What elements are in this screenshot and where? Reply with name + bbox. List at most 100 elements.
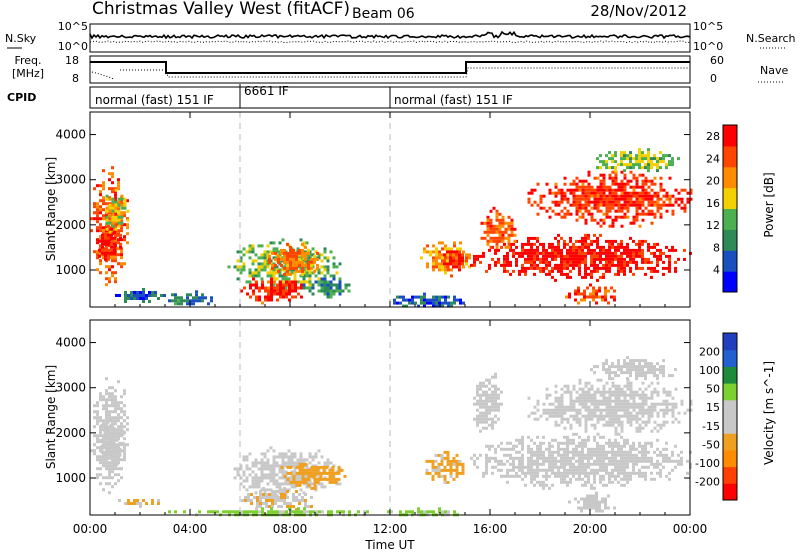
- heatmap-cell: [647, 209, 651, 213]
- heatmap-cell: [677, 203, 681, 207]
- heatmap-cell: [587, 396, 591, 400]
- heatmap-cell: [428, 471, 432, 475]
- heatmap-cell: [539, 197, 543, 201]
- heatmap-cell: [647, 396, 651, 400]
- heatmap-cell: [566, 209, 570, 213]
- freq-series: [90, 61, 690, 74]
- heatmap-cell: [335, 286, 339, 290]
- heatmap-cell: [662, 465, 665, 469]
- heatmap-cell: [123, 425, 126, 429]
- heatmap-cell: [423, 510, 426, 514]
- heatmap-cell: [440, 468, 444, 472]
- heatmap-cell: [118, 294, 121, 297]
- heatmap-cell: [629, 157, 632, 161]
- heatmap-cell: [99, 392, 102, 396]
- heatmap-cell: [602, 218, 606, 222]
- heatmap-cell: [583, 503, 586, 507]
- heatmap-cell: [328, 477, 332, 481]
- heatmap-cell: [518, 438, 521, 442]
- heatmap-cell: [486, 221, 490, 225]
- heatmap-cell: [566, 384, 570, 388]
- heatmap-cell: [449, 468, 453, 472]
- heatmap-cell: [647, 405, 651, 409]
- colorbar-swatch: [723, 433, 737, 451]
- heatmap-cell: [635, 176, 639, 180]
- heatmap-cell: [284, 470, 288, 474]
- heatmap-cell: [390, 510, 393, 514]
- heatmap-cell: [572, 384, 576, 388]
- heatmap-cell: [554, 203, 558, 207]
- heatmap-cell: [304, 254, 307, 258]
- heatmap-cell: [479, 411, 482, 415]
- heatmap-cell: [126, 218, 130, 222]
- heatmap-cell: [112, 435, 116, 439]
- heatmap-cell: [252, 277, 255, 281]
- heatmap-cell: [482, 417, 485, 421]
- heatmap-cell: [656, 471, 659, 475]
- colorbar-swatch: [723, 125, 737, 147]
- heatmap-cell: [614, 420, 618, 424]
- heatmap-cell: [578, 215, 582, 219]
- heatmap-cell: [560, 263, 563, 267]
- heatmap-cell: [274, 257, 277, 261]
- heatmap-cell: [357, 510, 360, 514]
- heatmap-cell: [560, 480, 563, 484]
- heatmap-cell: [599, 477, 602, 481]
- heatmap-cell: [108, 392, 111, 396]
- heatmap-cell: [566, 188, 570, 192]
- heatmap-cell: [581, 182, 585, 186]
- heatmap-cell: [545, 456, 548, 460]
- colorbar-tick-label: 28: [706, 130, 720, 143]
- heatmap-cell: [148, 294, 151, 297]
- heatmap-cell: [563, 176, 567, 180]
- heatmap-cell: [277, 490, 280, 493]
- heatmap-cell: [242, 253, 246, 257]
- heatmap-cell: [650, 371, 653, 375]
- heatmap-cell: [659, 365, 662, 369]
- heatmap-cell: [638, 224, 642, 228]
- heatmap-cell: [557, 447, 560, 451]
- heatmap-cell: [323, 274, 327, 278]
- heatmap-cell: [551, 456, 554, 460]
- heatmap-cell: [106, 447, 110, 451]
- heatmap-cell: [304, 499, 307, 502]
- heatmap-cell: [123, 214, 126, 218]
- heatmap-cell: [494, 387, 497, 391]
- heatmap-cell: [482, 402, 485, 406]
- heatmap-cell: [105, 221, 109, 225]
- heatmap-cell: [402, 298, 405, 302]
- heatmap-cell: [548, 462, 551, 466]
- heatmap-cell: [482, 399, 485, 403]
- heatmap-cell: [605, 212, 609, 216]
- heatmap-cell: [338, 280, 342, 284]
- heatmap-cell: [659, 450, 662, 454]
- heatmap-cell: [608, 203, 612, 207]
- heatmap-cell: [548, 447, 551, 451]
- heatmap-cell: [557, 408, 561, 412]
- heatmap-cell: [256, 499, 259, 502]
- heatmap-cell: [572, 450, 575, 454]
- heatmap-cell: [289, 263, 292, 267]
- heatmap-cell: [584, 191, 588, 195]
- heatmap-cell: [613, 298, 616, 302]
- heatmap-cell: [671, 402, 675, 406]
- heatmap-cell: [123, 419, 126, 423]
- heatmap-cell: [644, 474, 647, 478]
- nsearch-tick-top: 10^5: [693, 20, 723, 33]
- heatmap-cell: [261, 301, 264, 305]
- heatmap-cell: [446, 262, 449, 266]
- heatmap-cell: [420, 256, 423, 260]
- heatmap-cell: [557, 203, 561, 207]
- heatmap-cell: [599, 182, 603, 186]
- heatmap-cell: [572, 465, 575, 469]
- heatmap-cell: [455, 465, 459, 469]
- heatmap-cell: [683, 209, 687, 213]
- heatmap-cell: [604, 286, 607, 290]
- heatmap-cell: [485, 399, 488, 403]
- heatmap-cell: [96, 184, 99, 188]
- heatmap-cell: [548, 486, 551, 490]
- heatmap-cell: [542, 411, 546, 415]
- heatmap-cell: [257, 256, 261, 260]
- heatmap-cell: [117, 425, 120, 429]
- heatmap-cell: [590, 483, 593, 487]
